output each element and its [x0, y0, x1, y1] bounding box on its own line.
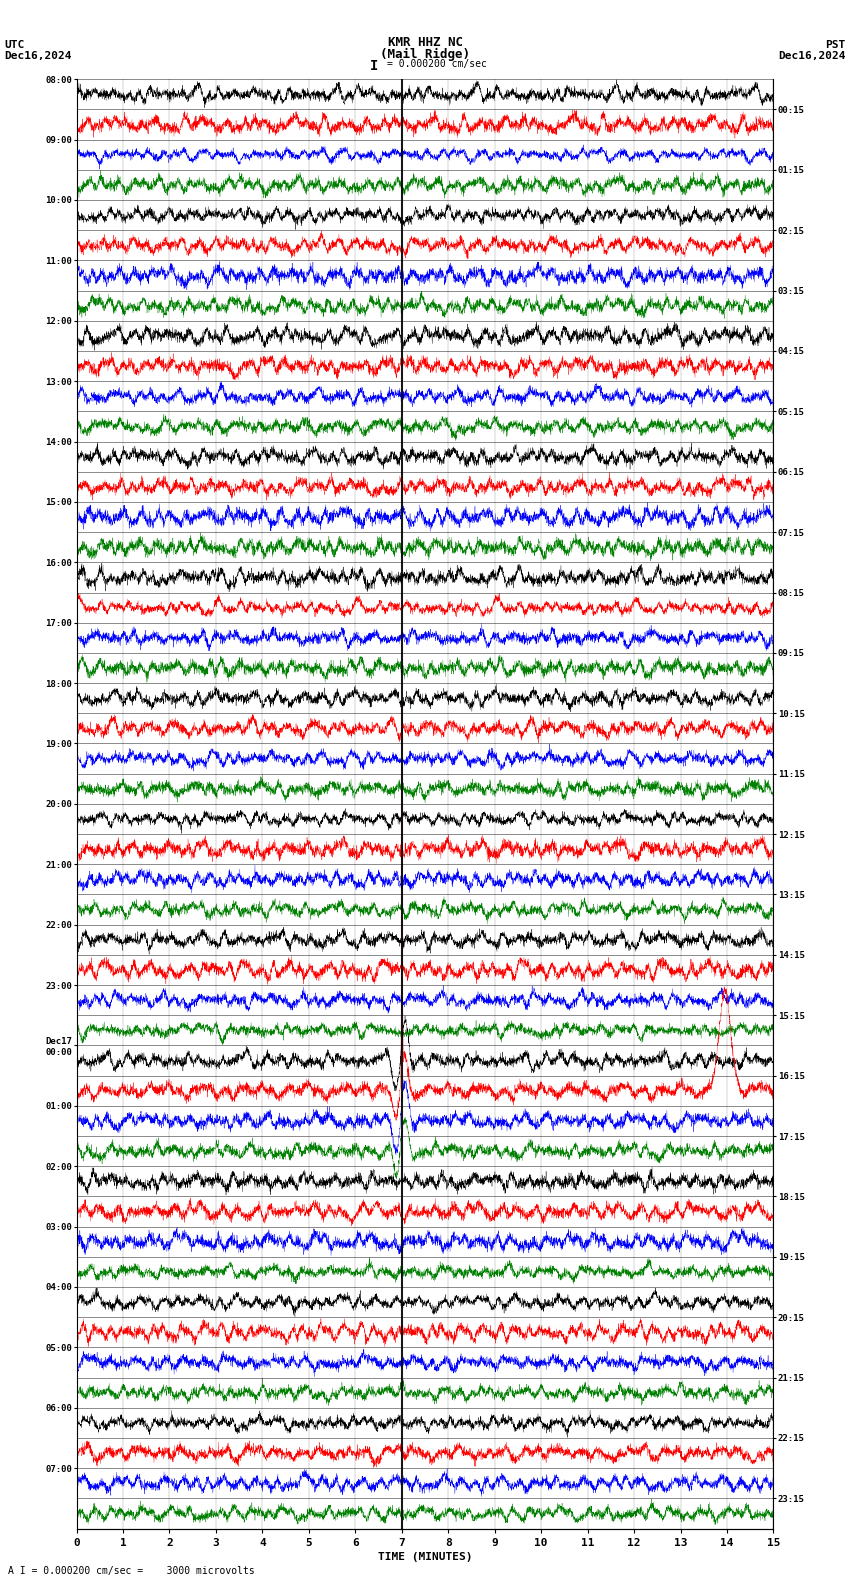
Text: PST: PST — [825, 40, 846, 49]
Text: I: I — [370, 59, 378, 73]
Text: UTC: UTC — [4, 40, 25, 49]
Text: (Mail Ridge): (Mail Ridge) — [380, 48, 470, 60]
Text: A I = 0.000200 cm/sec =    3000 microvolts: A I = 0.000200 cm/sec = 3000 microvolts — [8, 1567, 255, 1576]
Text: Dec16,2024: Dec16,2024 — [4, 51, 71, 60]
Text: = 0.000200 cm/sec: = 0.000200 cm/sec — [387, 59, 486, 68]
X-axis label: TIME (MINUTES): TIME (MINUTES) — [377, 1552, 473, 1562]
Text: Dec16,2024: Dec16,2024 — [779, 51, 846, 60]
Text: KMR HHZ NC: KMR HHZ NC — [388, 36, 462, 49]
